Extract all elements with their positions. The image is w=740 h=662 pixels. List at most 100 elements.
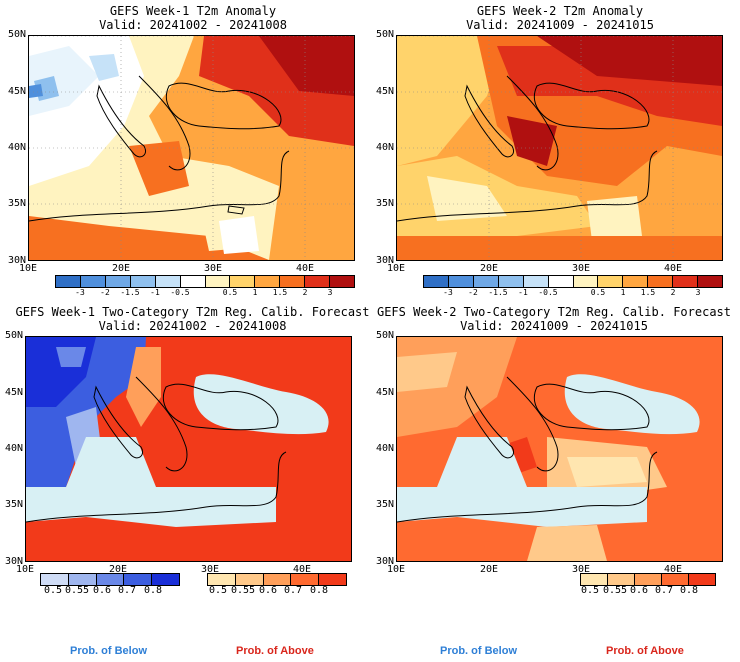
lon-label: 20E: [479, 263, 499, 274]
anomaly-colorbar-1: [55, 275, 355, 288]
colorbar-label: 0.8: [143, 585, 163, 596]
prob-above-colorbar-2: [580, 573, 716, 586]
map-week1-probability: [25, 336, 352, 562]
colorbar-cell: [105, 276, 131, 287]
panel4-title: GEFS Week-2 Two-Category T2m Reg. Calib.…: [368, 305, 740, 333]
colorbar-label: 0.5: [43, 585, 63, 596]
map-week2-anomaly-field: [397, 36, 722, 260]
lat-label: 40N: [375, 142, 394, 153]
map-week2-anomaly: [396, 35, 723, 261]
colorbar-label: -0.5: [538, 288, 558, 297]
colorbar-cell: [230, 276, 256, 287]
colorbar-cell: [255, 276, 281, 287]
map-week2-probability-field: [397, 337, 722, 561]
colorbar-label: 0.7: [654, 585, 674, 596]
colorbar-cell: [305, 276, 331, 287]
panel2-title: GEFS Week-2 T2m Anomaly Valid: 20241009 …: [395, 4, 725, 32]
colorbar-label: 3: [327, 288, 333, 297]
colorbar-label: 0.6: [629, 585, 649, 596]
prob-above-colorbar-1: [207, 573, 347, 586]
lat-label: 40N: [375, 443, 394, 454]
panel2-title-line1: GEFS Week-2 T2m Anomaly: [476, 4, 644, 18]
lon-label: 20E: [479, 564, 499, 575]
colorbar-label: 1.5: [640, 288, 656, 297]
lat-label: 50N: [375, 29, 394, 40]
lat-label: 35N: [375, 499, 394, 510]
colorbar-label: 2: [302, 288, 308, 297]
lat-label: 50N: [4, 330, 23, 341]
map-week1-anomaly: [28, 35, 355, 261]
panel1-title-line2: Valid: 20241002 - 20241008: [99, 18, 287, 32]
colorbar-label: -1.5: [120, 288, 140, 297]
colorbar-cell: [41, 574, 69, 585]
colorbar-label: -2: [100, 288, 110, 297]
colorbar-cell: [319, 574, 346, 585]
colorbar-cell: [581, 574, 608, 585]
colorbar-cell: [635, 574, 662, 585]
lon-label: 20E: [108, 564, 128, 575]
colorbar-label: 0.7: [283, 585, 303, 596]
colorbar-cell: [523, 276, 549, 287]
colorbar-label: -0.5: [170, 288, 190, 297]
colorbar-label: -3: [443, 288, 453, 297]
colorbar-cell: [280, 276, 306, 287]
map-week1-anomaly-field: [29, 36, 354, 260]
panel1-title-line1: GEFS Week-1 T2m Anomaly: [109, 4, 277, 18]
colorbar-cell: [598, 276, 624, 287]
lon-label: 30E: [200, 564, 220, 575]
colorbar-cell: [96, 574, 125, 585]
colorbar-label: 0.6: [258, 585, 278, 596]
map-week1-probability-field: [26, 337, 351, 561]
colorbar-label: 0.5: [580, 585, 600, 596]
colorbar-cell: [698, 276, 723, 287]
colorbar-label: 1.5: [272, 288, 288, 297]
lon-label: 30E: [571, 564, 591, 575]
lat-label: 35N: [4, 499, 23, 510]
colorbar-cell: [68, 574, 97, 585]
lat-label: 45N: [4, 387, 23, 398]
lat-label: 45N: [375, 387, 394, 398]
colorbar-cell: [689, 574, 715, 585]
colorbar-cell: [473, 276, 499, 287]
colorbar-label: 0.5: [222, 288, 238, 297]
lon-label: 20E: [111, 263, 131, 274]
colorbar-cell: [291, 574, 320, 585]
colorbar-cell: [205, 276, 231, 287]
lat-label: 40N: [7, 142, 26, 153]
legend-prob-above-right: Prob. of Above: [606, 645, 684, 657]
colorbar-cell: [124, 574, 153, 585]
colorbar-label: 0.5: [208, 585, 228, 596]
lat-label: 30N: [4, 556, 23, 567]
lat-label: 50N: [7, 29, 26, 40]
colorbar-cell: [548, 276, 574, 287]
panel1-title: GEFS Week-1 T2m Anomaly Valid: 20241002 …: [28, 4, 358, 32]
panel4-title-line2: Valid: 20241009 - 20241015: [460, 319, 648, 333]
panel3-title-line2: Valid: 20241002 - 20241008: [98, 319, 287, 333]
colorbar-label: -1: [518, 288, 528, 297]
colorbar-cell: [498, 276, 524, 287]
colorbar-cell: [448, 276, 474, 287]
colorbar-label: 0.55: [230, 585, 256, 596]
lat-label: 35N: [7, 198, 26, 209]
colorbar-cell: [155, 276, 181, 287]
colorbar-label: -1.5: [488, 288, 508, 297]
lat-label: 45N: [7, 86, 26, 97]
lon-label: 10E: [15, 564, 35, 575]
colorbar-label: 0.55: [602, 585, 628, 596]
lon-label: 10E: [18, 263, 38, 274]
lon-label: 10E: [386, 564, 406, 575]
colorbar-cell: [648, 276, 674, 287]
colorbar-label: 2: [670, 288, 676, 297]
colorbar-cell: [623, 276, 649, 287]
lat-label: 40N: [4, 443, 23, 454]
colorbar-label: 1: [252, 288, 258, 297]
lat-label: 50N: [375, 330, 394, 341]
lon-label: 40E: [663, 263, 683, 274]
lon-label: 10E: [386, 263, 406, 274]
legend-prob-below-left: Prob. of Below: [70, 645, 147, 657]
colorbar-label: -2: [468, 288, 478, 297]
colorbar-label: 0.8: [309, 585, 329, 596]
colorbar-cell: [80, 276, 106, 287]
lat-label: 30N: [375, 556, 394, 567]
panel3-title-line1: GEFS Week-1 Two-Category T2m Reg. Calib.…: [15, 305, 370, 319]
